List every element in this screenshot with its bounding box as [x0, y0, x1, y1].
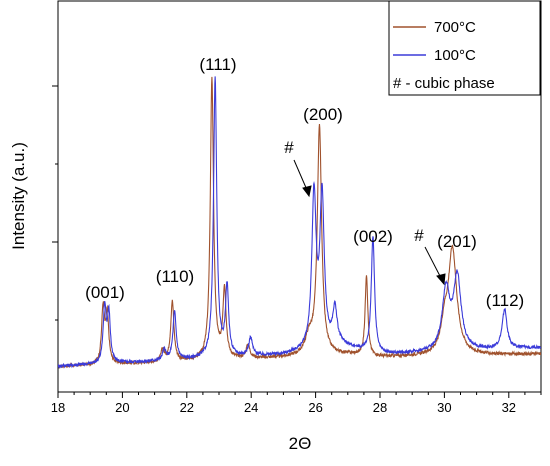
arrow-1-head — [302, 185, 312, 198]
x-tick-label: 32 — [502, 400, 516, 415]
arrow-2-head — [436, 273, 446, 286]
peak-label: (110) — [156, 267, 194, 286]
cubic-phase-marker: # — [284, 138, 294, 157]
y-axis-title: Intensity (a.u.) — [9, 142, 28, 250]
legend-label-100: 100°C — [434, 47, 476, 64]
peak-label: (201) — [437, 232, 477, 251]
peak-label: (200) — [303, 105, 343, 124]
x-axis: 18 20 22 24 26 28 30 32 — [51, 392, 542, 415]
peak-label: (001) — [85, 283, 125, 302]
peak-label: (111) — [199, 55, 236, 74]
arrow-1 — [293, 159, 308, 191]
annotations: (001) (110) (111) (200) (002) (201) (112) # # — [85, 55, 524, 310]
x-tick-label: 30 — [437, 400, 451, 415]
arrow-2 — [424, 246, 442, 279]
x-tick-label: 22 — [180, 400, 194, 415]
legend-label-700: 700°C — [434, 19, 476, 36]
y-axis — [52, 85, 58, 321]
series-line-0 — [58, 76, 541, 370]
x-tick-label: 24 — [244, 400, 258, 415]
x-tick-label: 28 — [373, 400, 387, 415]
x-axis-title: 2Θ — [289, 434, 312, 453]
x-tick-label: 26 — [308, 400, 322, 415]
x-tick-label: 20 — [115, 400, 129, 415]
peak-label: (002) — [353, 227, 393, 246]
series-line-1 — [58, 76, 541, 369]
series-layer — [58, 76, 541, 370]
arrows — [293, 159, 446, 286]
legend-note: # - cubic phase — [393, 75, 495, 92]
cubic-phase-marker: # — [414, 226, 424, 245]
peak-label: (112) — [486, 291, 524, 310]
x-tick-label: 18 — [51, 400, 65, 415]
legend-box — [388, 0, 541, 96]
legend: 700°C 100°C # - cubic phase — [388, 0, 541, 96]
